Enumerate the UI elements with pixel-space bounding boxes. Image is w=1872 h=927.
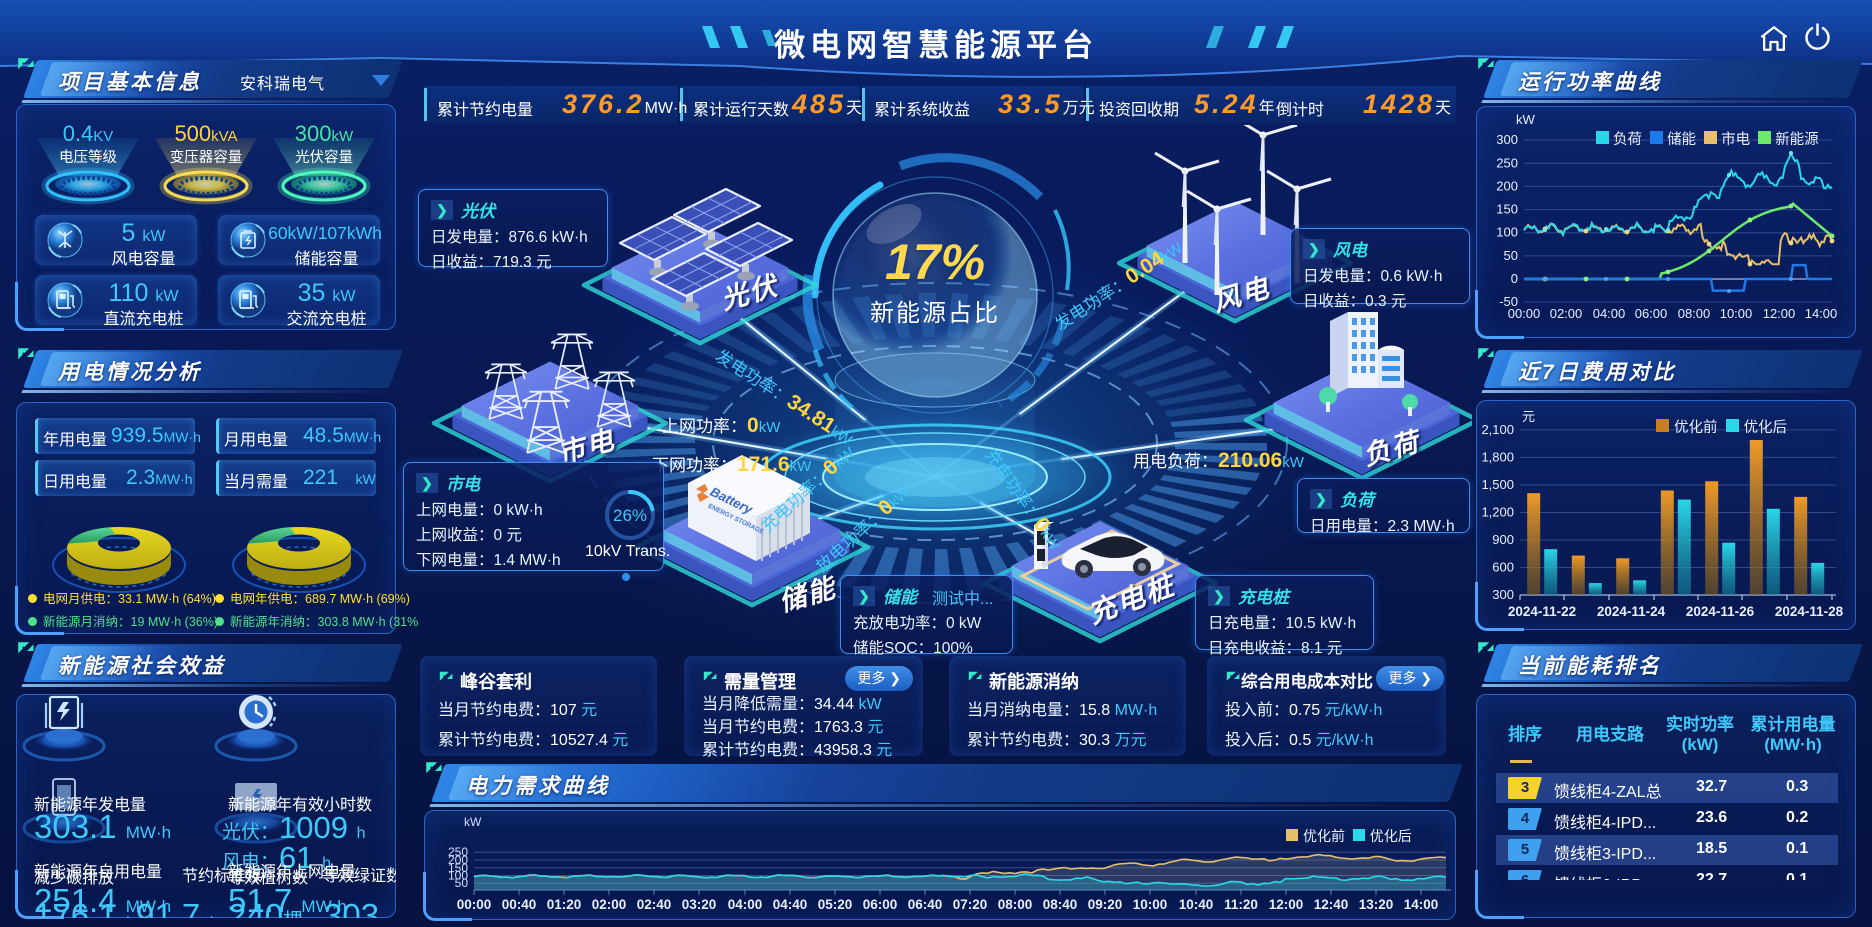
svg-text:06:40: 06:40 [908,897,943,912]
svg-text:03:20: 03:20 [682,897,717,912]
svg-text:元: 元 [1522,409,1535,424]
svg-text:2024-11-24: 2024-11-24 [1597,604,1666,619]
svg-text:1,800: 1,800 [1481,449,1514,464]
svg-text:00:00: 00:00 [457,897,492,912]
svg-text:100: 100 [1496,225,1518,240]
svg-text:-50: -50 [1499,294,1518,309]
svg-text:08:40: 08:40 [1043,897,1078,912]
svg-text:250: 250 [448,845,468,859]
svg-text:300: 300 [1496,132,1518,147]
svg-text:200: 200 [1496,178,1518,193]
svg-text:12:00: 12:00 [1269,897,1304,912]
svg-text:150: 150 [448,861,468,875]
svg-text:250: 250 [1496,155,1518,170]
svg-text:06:00: 06:00 [1635,306,1668,321]
svg-text:14:00: 14:00 [1805,306,1838,321]
svg-text:1,500: 1,500 [1481,477,1514,492]
svg-text:150: 150 [1496,202,1518,217]
svg-text:900: 900 [1492,532,1514,547]
svg-text:50: 50 [1504,248,1518,263]
svg-text:2024-11-26: 2024-11-26 [1686,604,1755,619]
svg-text:0: 0 [1511,271,1518,286]
svg-text:10:40: 10:40 [1179,897,1214,912]
svg-text:09:20: 09:20 [1088,897,1123,912]
svg-text:kW: kW [1516,112,1536,127]
svg-text:00:00: 00:00 [1508,306,1541,321]
svg-text:10:00: 10:00 [1720,306,1753,321]
svg-text:600: 600 [1492,560,1514,575]
svg-text:11:20: 11:20 [1224,897,1258,912]
svg-text:10:00: 10:00 [1133,897,1168,912]
svg-text:14:00: 14:00 [1404,897,1439,912]
svg-text:300: 300 [1492,587,1514,602]
svg-text:02:00: 02:00 [1550,306,1583,321]
svg-text:08:00: 08:00 [1678,306,1711,321]
svg-text:12:00: 12:00 [1763,306,1796,321]
svg-text:00:40: 00:40 [502,897,537,912]
svg-text:kW: kW [464,815,482,829]
svg-text:04:00: 04:00 [1593,306,1626,321]
svg-text:26%: 26% [613,506,647,525]
svg-text:02:00: 02:00 [592,897,627,912]
svg-text:1,200: 1,200 [1481,505,1514,520]
svg-text:2024-11-28: 2024-11-28 [1775,604,1844,619]
svg-text:2,100: 2,100 [1481,422,1514,437]
svg-text:04:40: 04:40 [773,897,808,912]
svg-text:50: 50 [455,876,469,890]
svg-text:12:40: 12:40 [1314,897,1349,912]
svg-text:13:20: 13:20 [1359,897,1394,912]
svg-text:200: 200 [448,853,468,867]
svg-text:01:20: 01:20 [547,897,582,912]
svg-text:08:00: 08:00 [998,897,1033,912]
svg-text:06:00: 06:00 [863,897,898,912]
svg-text:2024-11-22: 2024-11-22 [1508,604,1576,619]
svg-text:02:40: 02:40 [637,897,672,912]
svg-text:07:20: 07:20 [953,897,988,912]
svg-text:05:20: 05:20 [818,897,853,912]
svg-text:04:00: 04:00 [728,897,763,912]
svg-text:100: 100 [448,869,468,883]
